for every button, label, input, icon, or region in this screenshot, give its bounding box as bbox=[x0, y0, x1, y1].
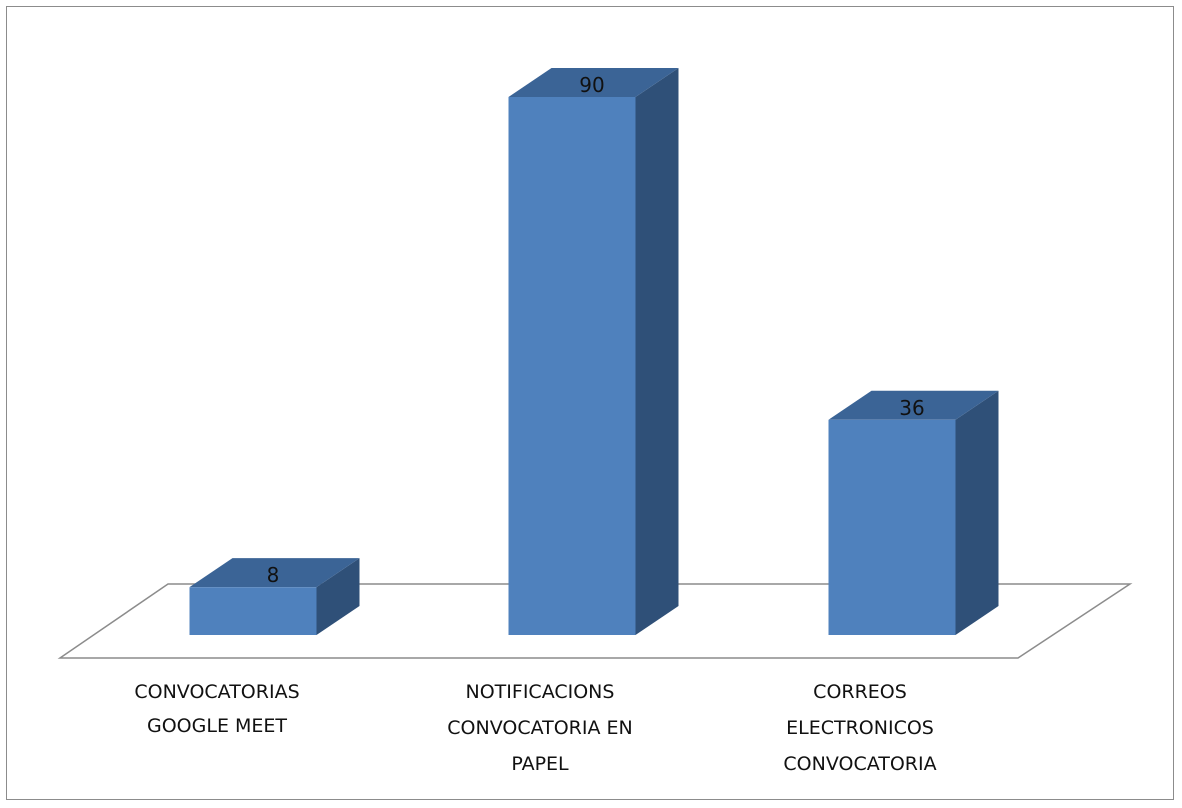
bar-top-2 bbox=[508, 68, 679, 97]
data-label-3: 36 bbox=[899, 396, 924, 420]
bar-front-1 bbox=[189, 587, 317, 635]
category-label-3-line-2: ELECTRONICOS bbox=[786, 717, 934, 739]
category-label-1-line-1: CONVOCATORIAS bbox=[134, 681, 299, 703]
bars-layer bbox=[189, 68, 999, 635]
data-label-1: 8 bbox=[267, 563, 280, 587]
category-label-2: NOTIFICACIONS CONVOCATORIA EN PAPEL bbox=[447, 681, 632, 775]
labels-layer: 8 CONVOCATORIAS GOOGLE MEET 90 NOTIFICACIONS… bbox=[134, 73, 936, 775]
bar-side-2 bbox=[635, 68, 679, 635]
category-label-1: CONVOCATORIAS GOOGLE MEET bbox=[134, 681, 299, 737]
category-label-2-line-2: CONVOCATORIA EN bbox=[447, 717, 632, 739]
bar-top-3 bbox=[828, 390, 999, 420]
bar-2 bbox=[508, 68, 679, 635]
bar-side-3 bbox=[955, 390, 999, 635]
category-label-2-line-3: PAPEL bbox=[511, 753, 569, 775]
bar-front-3 bbox=[828, 419, 956, 635]
bar-3 bbox=[828, 390, 999, 635]
bar-front-2 bbox=[508, 97, 636, 635]
bar-1 bbox=[189, 558, 360, 635]
data-label-2: 90 bbox=[579, 73, 604, 97]
bar-top-1 bbox=[189, 558, 360, 588]
category-label-1-line-2: GOOGLE MEET bbox=[147, 715, 287, 737]
category-label-3-line-3: CONVOCATORIA bbox=[783, 753, 936, 775]
bar-side-1 bbox=[316, 558, 360, 635]
category-label-2-line-1: NOTIFICACIONS bbox=[466, 681, 615, 703]
category-label-3: CORREOS ELECTRONICOS CONVOCATORIA bbox=[783, 681, 936, 775]
category-label-3-line-1: CORREOS bbox=[813, 681, 907, 703]
